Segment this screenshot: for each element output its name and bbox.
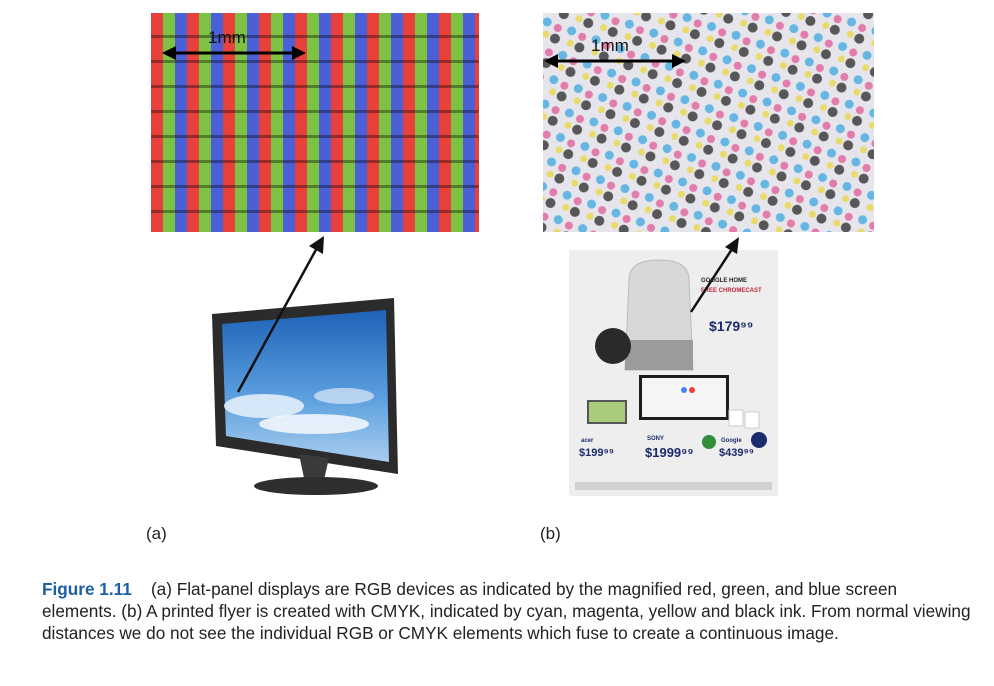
scale-bar-a (162, 46, 306, 60)
flyer-price-1: $199⁹⁹ (579, 447, 614, 459)
flyer-header-1: GOOGLE HOME (701, 278, 748, 284)
figure-label: Figure 1.11 (42, 579, 132, 599)
flyer-price-main: $179⁹⁹ (709, 318, 754, 334)
pointer-arrow-a (236, 236, 324, 393)
panel-label-a: (a) (146, 524, 167, 543)
figure-caption: Figure 1.11 (a) Flat-panel displays are … (42, 578, 972, 644)
flyer-image: GOOGLE HOME FREE CHROMECAST $179⁹⁹ acer … (569, 250, 778, 496)
flyer-price-3: $439⁹⁹ (719, 447, 754, 459)
scale-label-a: 1mm (208, 28, 246, 47)
flyer-brand-1: acer (581, 438, 594, 444)
flyer-brand-2: SONY (647, 436, 665, 442)
scale-label-b: 1mm (591, 36, 629, 55)
monitor-illustration (212, 298, 398, 495)
caption-text: (a) Flat-panel displays are RGB devices … (42, 579, 971, 643)
flyer-header-2: FREE CHROMECAST (701, 288, 762, 294)
pointer-arrow-b (689, 237, 739, 313)
flyer-brand-3: Google (721, 438, 742, 444)
rgb-magnified-image (151, 13, 479, 232)
cmyk-magnified-image (543, 13, 874, 232)
panel-label-b: (b) (540, 524, 561, 543)
flyer-products (575, 259, 772, 490)
scale-bar-b (544, 54, 686, 68)
flyer-price-2: $1999⁹⁹ (645, 445, 694, 460)
